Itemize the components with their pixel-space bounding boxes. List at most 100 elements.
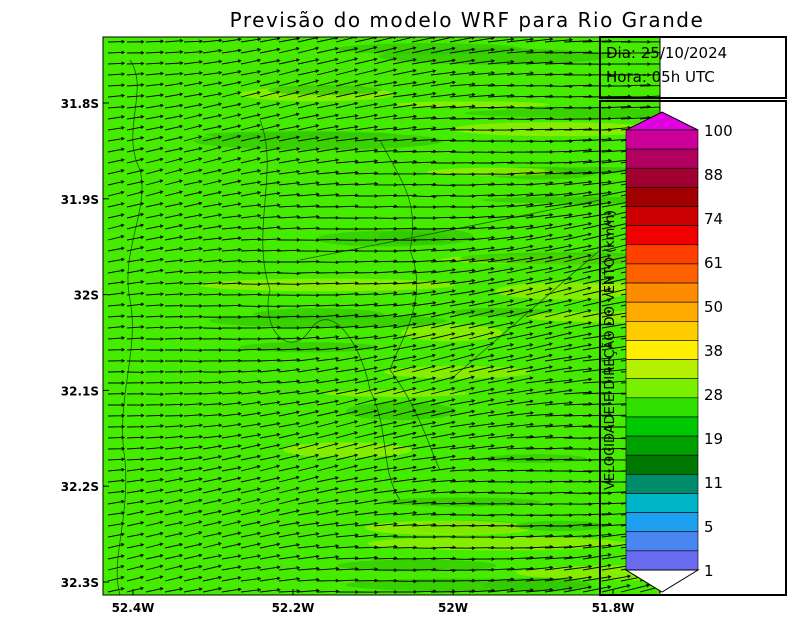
wind-arrow xyxy=(563,180,593,186)
wind-arrow xyxy=(145,467,164,472)
wind-arrow xyxy=(278,521,301,527)
wind-arrow xyxy=(354,324,379,329)
wind-arrow xyxy=(126,325,145,329)
wind-arrow xyxy=(544,298,573,307)
wind-arrow xyxy=(316,555,340,560)
wind-arrow xyxy=(221,587,242,593)
wind-arrow xyxy=(126,314,145,319)
wind-arrow xyxy=(335,367,359,373)
wind-arrow xyxy=(126,499,145,505)
wind-arrow xyxy=(278,226,301,230)
wind-arrow xyxy=(335,37,358,43)
wind-arrow xyxy=(164,235,184,241)
wind-arrow xyxy=(145,179,164,186)
wind-arrow xyxy=(335,453,359,461)
wind-arrow xyxy=(259,542,281,549)
colorbar-swatch xyxy=(625,493,699,513)
colorbar-swatch xyxy=(625,263,699,284)
wind-arrow xyxy=(164,575,184,582)
wind-arrow xyxy=(202,370,223,374)
wind-arrow xyxy=(525,555,554,560)
wind-arrow xyxy=(164,369,184,374)
wind-arrow xyxy=(468,342,495,351)
colorbar-title: VELOCIDADE E DIREÇÃO DO VENTO (km/h) xyxy=(602,210,618,490)
wind-arrow xyxy=(164,213,184,219)
wind-arrow xyxy=(411,500,437,505)
wind-arrow xyxy=(164,124,184,131)
colorbar-swatch xyxy=(625,244,699,265)
wind-arrow xyxy=(278,347,301,351)
wind-arrow xyxy=(335,510,359,516)
wind-arrow xyxy=(240,422,262,428)
wind-arrow xyxy=(430,58,456,65)
wind-arrow xyxy=(449,364,475,373)
wind-arrow xyxy=(202,434,223,439)
wind-arrow xyxy=(411,137,437,142)
wind-arrow xyxy=(297,566,320,571)
wind-arrow xyxy=(202,444,223,450)
wind-arrow xyxy=(297,487,320,494)
wind-arrow xyxy=(221,48,242,54)
wind-arrow xyxy=(297,420,320,428)
wind-arrow xyxy=(468,93,496,98)
wind-arrow xyxy=(240,531,262,538)
wind-arrow xyxy=(392,80,417,87)
wind-arrow xyxy=(297,101,320,109)
wind-arrow xyxy=(259,69,281,76)
wind-arrow xyxy=(107,83,126,88)
wind-arrow xyxy=(411,247,437,252)
wind-arrow xyxy=(164,564,184,571)
wind-arrow xyxy=(202,336,223,341)
wind-arrow xyxy=(202,348,223,352)
wind-arrow xyxy=(316,113,339,120)
wind-shade xyxy=(253,308,384,321)
wind-arrow xyxy=(335,324,359,329)
wind-arrow xyxy=(240,248,262,253)
wind-arrow xyxy=(126,391,145,396)
wind-arrow xyxy=(240,146,261,153)
wind-arrow xyxy=(240,454,262,461)
wind-arrow xyxy=(164,521,184,527)
wind-arrow xyxy=(506,320,534,329)
wind-arrow xyxy=(126,125,145,131)
wind-arrow xyxy=(126,380,145,385)
wind-arrow xyxy=(563,377,593,384)
wind-arrow xyxy=(525,412,554,417)
wind-arrow xyxy=(202,542,222,549)
wind-arrow xyxy=(411,311,437,318)
wind-arrow xyxy=(221,466,242,472)
wind-arrow xyxy=(487,422,515,428)
wind-arrow xyxy=(392,46,417,54)
wind-arrow xyxy=(202,509,223,516)
wind-arrow xyxy=(373,376,398,384)
wind-shade xyxy=(495,282,637,300)
wind-arrow xyxy=(202,465,223,472)
wind-arrow xyxy=(544,423,573,428)
wind-arrow xyxy=(240,80,261,87)
wind-shade xyxy=(482,454,588,463)
wind-arrow xyxy=(183,445,203,450)
wind-arrow xyxy=(221,202,242,208)
wind-arrow xyxy=(145,380,165,385)
wind-arrow xyxy=(126,336,145,340)
wind-arrow xyxy=(506,266,534,274)
wind-arrow xyxy=(449,444,476,450)
wind-arrow xyxy=(468,433,495,439)
wind-arrow xyxy=(335,79,359,87)
wind-arrow xyxy=(468,299,495,307)
wind-arrow xyxy=(354,125,379,131)
wind-arrow xyxy=(183,348,204,353)
wind-arrow xyxy=(202,81,223,87)
wind-arrow xyxy=(259,389,281,395)
wind-arrow xyxy=(297,124,320,131)
wind-arrow xyxy=(183,81,203,87)
wind-arrow xyxy=(506,376,534,384)
wind-arrow xyxy=(183,359,204,364)
wind-arrow xyxy=(164,348,184,352)
wind-arrow xyxy=(164,190,183,197)
wind-arrow xyxy=(582,243,612,252)
colorbar-swatch xyxy=(625,397,699,418)
wind-arrow xyxy=(107,93,126,98)
wind-arrow xyxy=(240,554,262,560)
wind-arrow xyxy=(525,400,554,406)
